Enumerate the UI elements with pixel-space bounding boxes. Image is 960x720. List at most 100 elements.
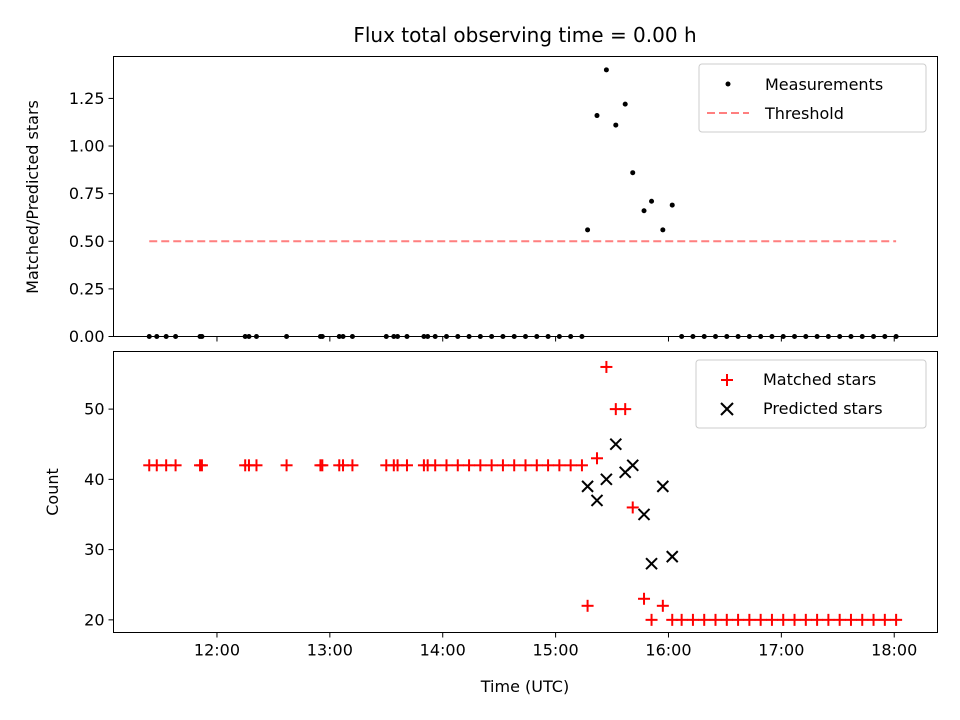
x-tick-label: 16:00 (645, 641, 691, 660)
matched-star-point (553, 459, 566, 472)
predicted-star-point (656, 480, 670, 493)
matched-star-point (519, 459, 532, 472)
top-legend: Measurements Threshold (698, 63, 927, 133)
matched-star-point (645, 613, 658, 626)
predicted-star-point (637, 508, 651, 521)
measurement-point (594, 113, 600, 119)
bottom-y-tick-label: 20 (84, 610, 104, 629)
bottom-y-tick-label: 50 (84, 400, 104, 419)
bottom-y-axis-label: Count (43, 468, 62, 516)
measurement-point (603, 67, 609, 73)
measurement-point (585, 227, 591, 233)
matched-star-point (777, 613, 790, 626)
matched-star-point (626, 501, 639, 514)
matched-star-point (346, 459, 359, 472)
x-tick-label: 15:00 (533, 641, 579, 660)
top-panel: 0.00 0.25 0.50 0.75 1.00 1.25 Matched/Predict… (23, 56, 938, 346)
predicted-legend-marker (720, 402, 734, 416)
bottom-panel-axes: 12:00 13:00 14:00 15:00 16:00 17:00 18:00 20 30 4… (84, 400, 917, 660)
matched-star-point (720, 613, 733, 626)
top-panel-frame (113, 56, 938, 337)
matched-star-point (485, 459, 498, 472)
predicted-star-point (590, 494, 604, 507)
matched-star-point (878, 613, 891, 626)
top-y-axis-label: Matched/Predicted stars (23, 100, 42, 294)
bottom-y-tick-label: 40 (84, 470, 104, 489)
matched-star-point (799, 613, 812, 626)
matched-star-point (564, 459, 577, 472)
matched-star-point (463, 459, 476, 472)
matched-star-point (280, 459, 293, 472)
matched-star-point (575, 459, 588, 472)
matched-star-point (754, 613, 767, 626)
matched-star-point (856, 613, 869, 626)
measurement-point (669, 202, 675, 208)
matched-star-point (619, 403, 632, 416)
matched-star-point (590, 452, 603, 465)
matched-star-point (743, 613, 756, 626)
top-y-tick-label: 0.25 (69, 279, 105, 298)
predicted-star-point (645, 557, 658, 570)
chart-title: Flux total observing time = 0.00 h (353, 23, 696, 47)
top-legend-box (698, 63, 927, 133)
top-panel-axes: 0.00 0.25 0.50 0.75 1.00 1.25 (69, 89, 895, 346)
matched-star-point (788, 613, 801, 626)
matched-star-point (765, 613, 778, 626)
matched-star-point (169, 459, 182, 472)
predicted-star-point (626, 459, 639, 472)
matched-star-point (250, 459, 263, 472)
matched-star-point (833, 613, 846, 626)
matched-star-point (508, 459, 521, 472)
top-y-tick-label: 0.50 (69, 232, 105, 251)
bottom-panel-marks (143, 360, 903, 626)
matched-star-point (686, 613, 699, 626)
bottom-panel: 12:00 13:00 14:00 15:00 16:00 17:00 18:00 20 30 4… (43, 351, 938, 696)
matched-star-point (496, 459, 509, 472)
matched-star-point (440, 459, 453, 472)
matched-star-point (474, 459, 487, 472)
matched-star-point (581, 599, 594, 612)
predicted-star-point (609, 438, 623, 451)
predicted-star-point (581, 480, 594, 493)
matched-star-point (867, 613, 880, 626)
x-tick-label: 17:00 (758, 641, 804, 660)
measurement-point (649, 198, 655, 204)
bottom-y-tick-label: 30 (84, 540, 104, 559)
top-y-tick-label: 1.25 (69, 89, 105, 108)
bottom-panel-frame (113, 351, 938, 633)
predicted-legend-label: Predicted stars (763, 399, 883, 418)
top-y-tick-label: 0.00 (69, 327, 105, 346)
measurement-point (622, 101, 628, 107)
matched-star-point (400, 459, 413, 472)
matched-star-point (195, 459, 208, 472)
matched-star-point (542, 459, 555, 472)
x-tick-label: 12:00 (194, 641, 240, 660)
measurements-legend-label: Measurements (765, 75, 883, 94)
predicted-star-point (666, 550, 679, 563)
bottom-legend: Matched stars Predicted stars (695, 359, 927, 429)
matched-star-point (890, 613, 903, 626)
measurement-point (641, 208, 647, 214)
matched-star-point (811, 613, 824, 626)
matched-star-point (732, 613, 745, 626)
matched-star-point (638, 592, 651, 605)
x-tick-label: 14:00 (420, 641, 466, 660)
predicted-star-point (600, 473, 613, 486)
matched-legend-marker (721, 374, 733, 386)
matched-star-point (451, 459, 464, 472)
top-y-tick-label: 0.75 (69, 184, 105, 203)
measurement-point (660, 227, 666, 233)
matched-star-point (600, 360, 613, 373)
matched-star-point (822, 613, 835, 626)
x-tick-label: 18:00 (871, 641, 917, 660)
matched-star-point (656, 599, 669, 612)
matched-star-point (530, 459, 543, 472)
matched-star-point (844, 613, 857, 626)
bottom-legend-box (695, 359, 927, 429)
matched-star-point (429, 459, 442, 472)
top-y-tick-label: 1.00 (69, 137, 105, 156)
matched-star-point (675, 613, 688, 626)
threshold-legend-label: Threshold (764, 104, 844, 123)
matched-legend-label: Matched stars (763, 370, 876, 389)
